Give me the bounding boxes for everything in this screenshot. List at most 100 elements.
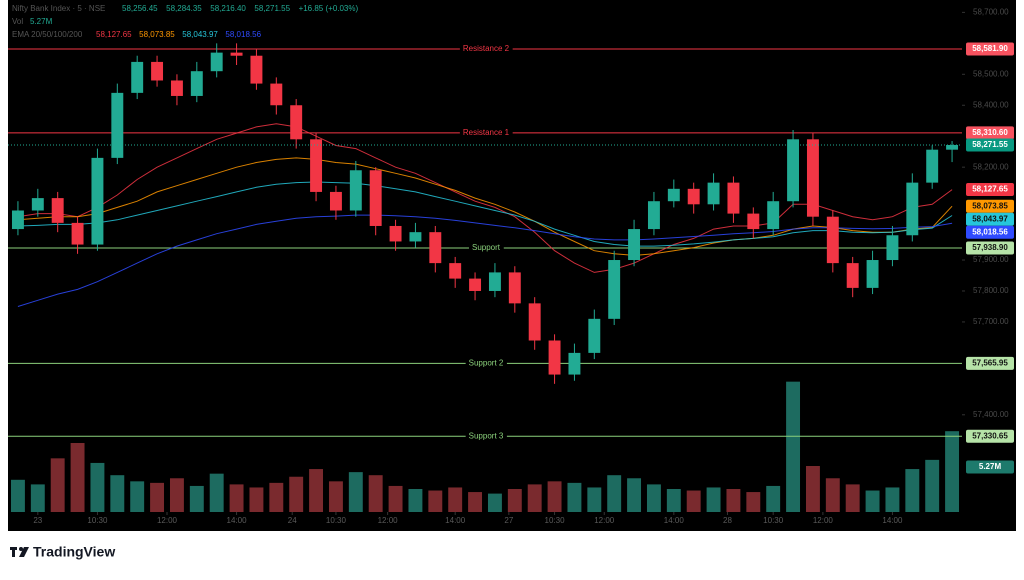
volume-bar xyxy=(408,489,423,512)
x-tick-label: 12:00 xyxy=(813,516,834,525)
candle-body xyxy=(767,201,780,230)
volume-bar xyxy=(686,490,701,512)
candle-body xyxy=(111,92,124,158)
level-price-label-bg xyxy=(966,42,1014,56)
candle-body xyxy=(409,232,422,242)
volume-bar xyxy=(50,458,65,512)
volume-bar xyxy=(249,487,264,512)
candle-body xyxy=(11,210,24,230)
last-price-label-bg xyxy=(966,138,1014,152)
candle-body xyxy=(151,61,164,81)
level-price-label-bg xyxy=(966,356,1014,370)
volume-bar xyxy=(885,487,900,512)
ema-price-label-bg xyxy=(966,183,1014,197)
volume-bar xyxy=(70,443,85,512)
volume-bar xyxy=(627,478,642,512)
x-tick-label: 24 xyxy=(288,516,297,525)
candle-body xyxy=(31,198,44,211)
candle-body xyxy=(290,105,303,140)
ema-price-label: 58,073.85 xyxy=(972,201,1008,210)
level-name: Support 2 xyxy=(469,359,504,368)
x-tick-label: 10:30 xyxy=(326,516,347,525)
ohlc-value: 58,256.45 xyxy=(122,4,158,13)
ema-line xyxy=(17,214,953,307)
volume-bar xyxy=(487,493,502,512)
ema-price-label: 58,018.56 xyxy=(972,227,1008,236)
x-tick-label: 12:00 xyxy=(594,516,615,525)
volume-bar xyxy=(209,473,224,512)
candle-body xyxy=(270,83,283,106)
volume-bar xyxy=(746,492,761,512)
ema-price-label-bg xyxy=(966,212,1014,226)
x-tick-label: 14:00 xyxy=(664,516,685,525)
volume-bar xyxy=(825,478,840,512)
volume-bar xyxy=(289,476,304,512)
volume-bar xyxy=(766,485,781,512)
y-tick-label: 57,800.00 xyxy=(973,286,1009,295)
level-name-bg xyxy=(465,431,507,442)
volume-bar xyxy=(90,462,105,512)
level-price-label: 57,330.65 xyxy=(972,431,1008,440)
volume-bar xyxy=(567,482,582,512)
volume-title: Vol xyxy=(12,17,23,26)
candle-body xyxy=(131,61,144,93)
volume-bar xyxy=(169,478,184,512)
volume-bar xyxy=(865,490,880,512)
candle-body xyxy=(647,201,660,230)
y-tick-label: 57,900.00 xyxy=(973,255,1009,264)
candle-body xyxy=(51,198,64,223)
candle-body xyxy=(548,340,561,375)
ema-line xyxy=(17,123,953,273)
x-tick-label: 10:30 xyxy=(763,516,784,525)
candle-body xyxy=(310,139,323,192)
level-name-bg xyxy=(468,242,504,253)
level-name-bg xyxy=(459,43,513,54)
volume-bar xyxy=(30,484,45,512)
volume-bar xyxy=(269,482,284,512)
volume-bar xyxy=(507,489,522,512)
candle-body xyxy=(946,145,959,150)
y-tick-label: 57,400.00 xyxy=(973,410,1009,419)
candle-body xyxy=(886,235,899,261)
x-tick-label: 12:00 xyxy=(378,516,399,525)
volume-bar xyxy=(646,484,661,512)
level-name: Resistance 1 xyxy=(463,128,510,137)
volume-value: 5.27M xyxy=(30,17,53,26)
volume-label-bg xyxy=(966,460,1014,474)
level-price-label-bg xyxy=(966,429,1014,443)
candle-body xyxy=(846,263,859,288)
volume-bar xyxy=(666,489,681,512)
volume-bar xyxy=(10,479,25,512)
brand-name: TradingView xyxy=(33,544,115,560)
candle-body xyxy=(806,139,819,217)
level-price-label: 58,310.60 xyxy=(972,128,1008,137)
x-tick-label: 10:30 xyxy=(545,516,566,525)
candle-body xyxy=(687,188,700,205)
volume-bar xyxy=(328,481,343,512)
candle-body xyxy=(787,139,800,202)
candle-body xyxy=(926,149,939,183)
volume-bar xyxy=(925,459,940,512)
ema-price-label: 58,127.65 xyxy=(972,185,1008,194)
tradingview-logo: TradingView xyxy=(10,544,115,560)
volume-bar xyxy=(189,485,204,512)
level-name: Resistance 2 xyxy=(463,44,510,53)
price-change: +16.85 (+0.03%) xyxy=(299,4,359,13)
level-name: Support 3 xyxy=(469,431,504,440)
ema-value: 58,043.97 xyxy=(182,30,218,39)
candle-body xyxy=(608,260,621,319)
candle-body xyxy=(826,216,839,264)
ema-value: 58,018.56 xyxy=(225,30,261,39)
volume-bar xyxy=(468,492,483,512)
x-tick-label: 14:00 xyxy=(882,516,903,525)
volume-bar xyxy=(309,469,324,512)
candle-body xyxy=(389,225,402,242)
volume-bar xyxy=(547,481,562,512)
last-price-label: 58,271.55 xyxy=(972,140,1008,149)
candle-body xyxy=(727,182,740,214)
x-tick-label: 10:30 xyxy=(87,516,108,525)
candle-body xyxy=(707,182,720,205)
candle-body xyxy=(628,229,641,261)
ema-price-label: 58,043.97 xyxy=(972,214,1008,223)
